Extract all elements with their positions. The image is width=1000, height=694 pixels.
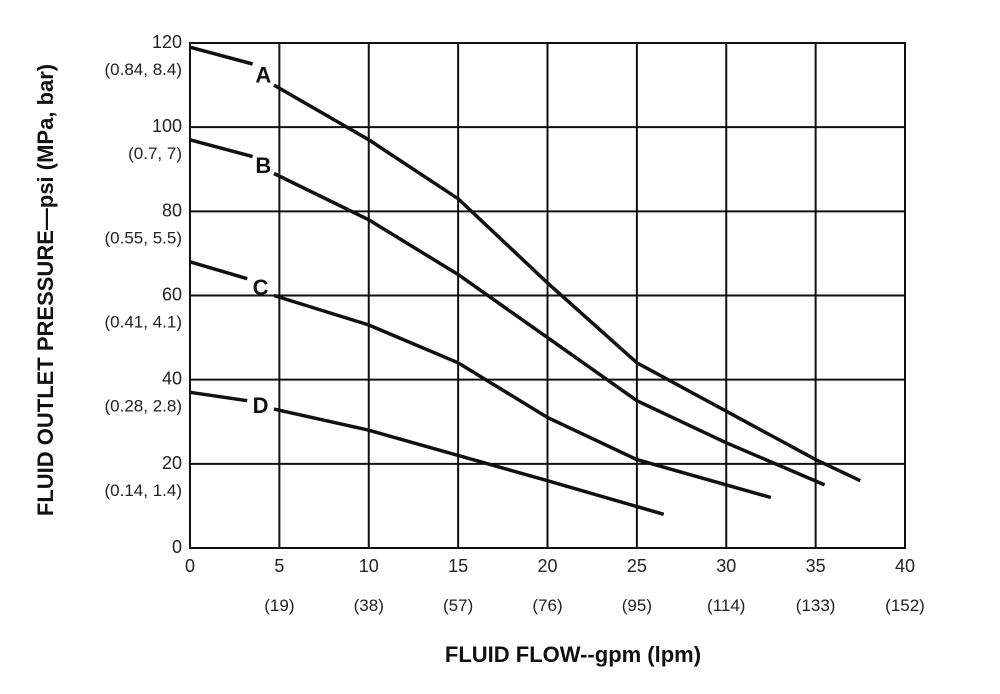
y-tick-label: 40 — [162, 369, 182, 389]
curve-c — [273, 293, 772, 500]
curves — [189, 45, 862, 516]
curve-c-dashed-start — [189, 260, 248, 281]
y-tick-label: 20 — [162, 453, 182, 473]
y-tick-label: 0 — [172, 537, 182, 557]
curve-label-d: D — [253, 393, 269, 418]
x-secondary-tick-labels: (19) (38) (57) (76) (95) (114) (133) (152) — [264, 596, 925, 615]
curve-a — [273, 83, 862, 483]
y-tick-labels: 0 20 40 60 80 100 120 — [152, 32, 182, 557]
curve-a-dashed-start — [189, 45, 254, 66]
curve-label-b: B — [255, 153, 271, 178]
x-tick-label: 0 — [185, 556, 195, 576]
x-secondary-tick-label: (38) — [354, 596, 384, 615]
y-axis-title: FLUID OUTLET PRESSURE—psi (MPa, bar) — [33, 64, 58, 516]
y-secondary-tick-label: (0.55, 5.5) — [105, 228, 183, 247]
x-tick-label: 30 — [716, 556, 736, 576]
y-tick-label: 80 — [162, 200, 182, 220]
curve-d-dashed-start — [189, 390, 248, 403]
y-tick-label: 60 — [162, 285, 182, 305]
y-secondary-tick-label: (0.41, 4.1) — [105, 313, 183, 332]
curve-b-dashed-start — [189, 138, 254, 159]
x-secondary-tick-label: (76) — [532, 596, 562, 615]
y-tick-label: 100 — [152, 116, 182, 136]
y-secondary-tick-label: (0.28, 2.8) — [105, 397, 183, 416]
y-secondary-tick-label: (0.84, 8.4) — [105, 60, 183, 79]
x-tick-label: 5 — [274, 556, 284, 576]
x-tick-label: 10 — [359, 556, 379, 576]
x-secondary-tick-label: (133) — [796, 596, 836, 615]
y-tick-label: 120 — [152, 32, 182, 52]
x-tick-label: 15 — [448, 556, 468, 576]
x-tick-label: 25 — [627, 556, 647, 576]
curve-label-c: C — [253, 275, 269, 300]
curve-labels: A B C D — [253, 63, 272, 418]
x-secondary-tick-label: (95) — [622, 596, 652, 615]
x-secondary-tick-label: (19) — [264, 596, 294, 615]
y-secondary-tick-labels: (0.14, 1.4) (0.28, 2.8) (0.41, 4.1) (0.55, … — [105, 60, 183, 500]
grid — [189, 42, 906, 549]
x-tick-label: 35 — [806, 556, 826, 576]
x-tick-label: 20 — [537, 556, 557, 576]
curve-d — [273, 407, 665, 516]
curve-label-a: A — [255, 63, 271, 88]
curve-b — [273, 171, 826, 487]
x-axis-title: FLUID FLOW--gpm (lpm) — [445, 642, 701, 667]
x-secondary-tick-label: (114) — [707, 596, 745, 615]
x-tick-labels: 0 5 10 15 20 25 30 35 40 — [185, 556, 915, 576]
x-secondary-tick-label: (152) — [885, 596, 925, 615]
x-tick-label: 40 — [895, 556, 915, 576]
x-secondary-tick-label: (57) — [443, 596, 473, 615]
y-secondary-tick-label: (0.7, 7) — [128, 144, 182, 163]
y-secondary-tick-label: (0.14, 1.4) — [105, 481, 183, 500]
